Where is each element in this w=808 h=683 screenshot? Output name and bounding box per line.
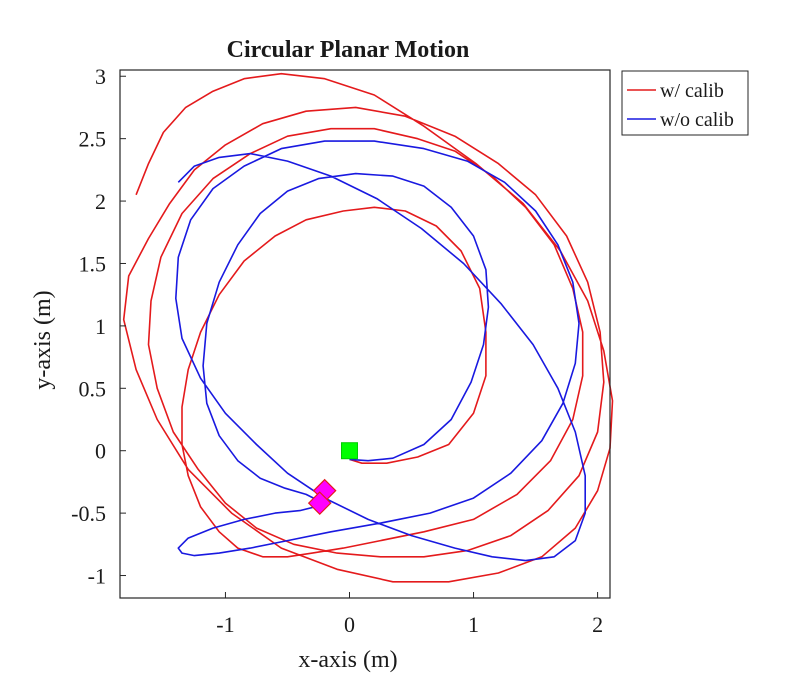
x-tick-label: 1: [468, 612, 479, 637]
legend-label-w-o-calib: w/o calib: [660, 109, 734, 131]
y-tick-label: 2.5: [79, 127, 107, 152]
plot-lines: [124, 74, 613, 582]
plot-markers: [309, 443, 358, 514]
x-tick-label: 0: [344, 612, 355, 637]
x-axis-label: x-axis (m): [298, 647, 397, 673]
legend-label-w-calib: w/ calib: [660, 80, 724, 102]
y-tick-label: 2: [95, 189, 106, 214]
x-ticks: -1 0 1 2: [216, 592, 603, 637]
y-tick-label: -0.5: [71, 501, 106, 526]
series-line-0: [124, 74, 613, 582]
start-marker: [341, 443, 357, 459]
legend: w/ calib w/o calib: [622, 71, 748, 135]
chart-title: Circular Planar Motion: [227, 37, 470, 63]
y-tick-label: 0: [95, 439, 106, 464]
y-ticks: -1 -0.5 0 0.5 1 1.5 2 2.5 3: [71, 64, 126, 588]
y-axis-label: y-axis (m): [30, 290, 56, 389]
x-tick-label: -1: [216, 612, 234, 637]
y-tick-label: 3: [95, 64, 106, 89]
y-tick-label: -1: [88, 564, 106, 589]
y-tick-label: 1: [95, 314, 106, 339]
y-tick-label: 0.5: [79, 376, 107, 401]
y-tick-label: 1.5: [79, 251, 107, 276]
x-tick-label: 2: [592, 612, 603, 637]
